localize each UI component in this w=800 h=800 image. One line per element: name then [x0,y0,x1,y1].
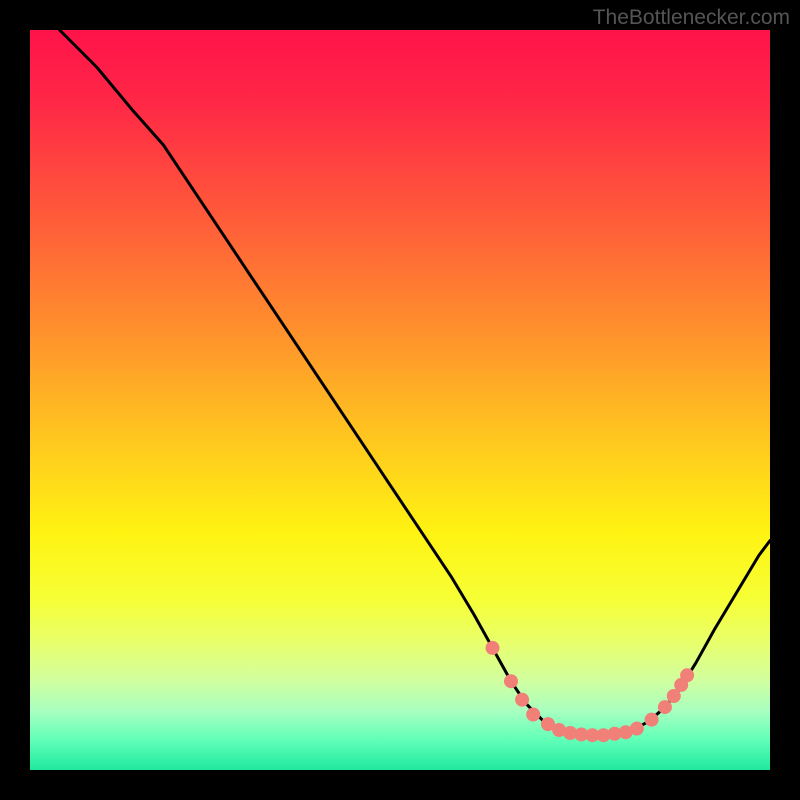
curve-marker [658,700,672,714]
watermark-text: TheBottlenecker.com [593,6,790,30]
gradient-chart [30,30,770,770]
curve-marker [515,693,529,707]
curve-marker [630,722,644,736]
chart-background [30,30,770,770]
curve-marker [526,708,540,722]
curve-marker [504,674,518,688]
curve-marker [680,668,694,682]
chart-plot-area [30,30,770,770]
curve-marker [645,713,659,727]
curve-marker [486,641,500,655]
